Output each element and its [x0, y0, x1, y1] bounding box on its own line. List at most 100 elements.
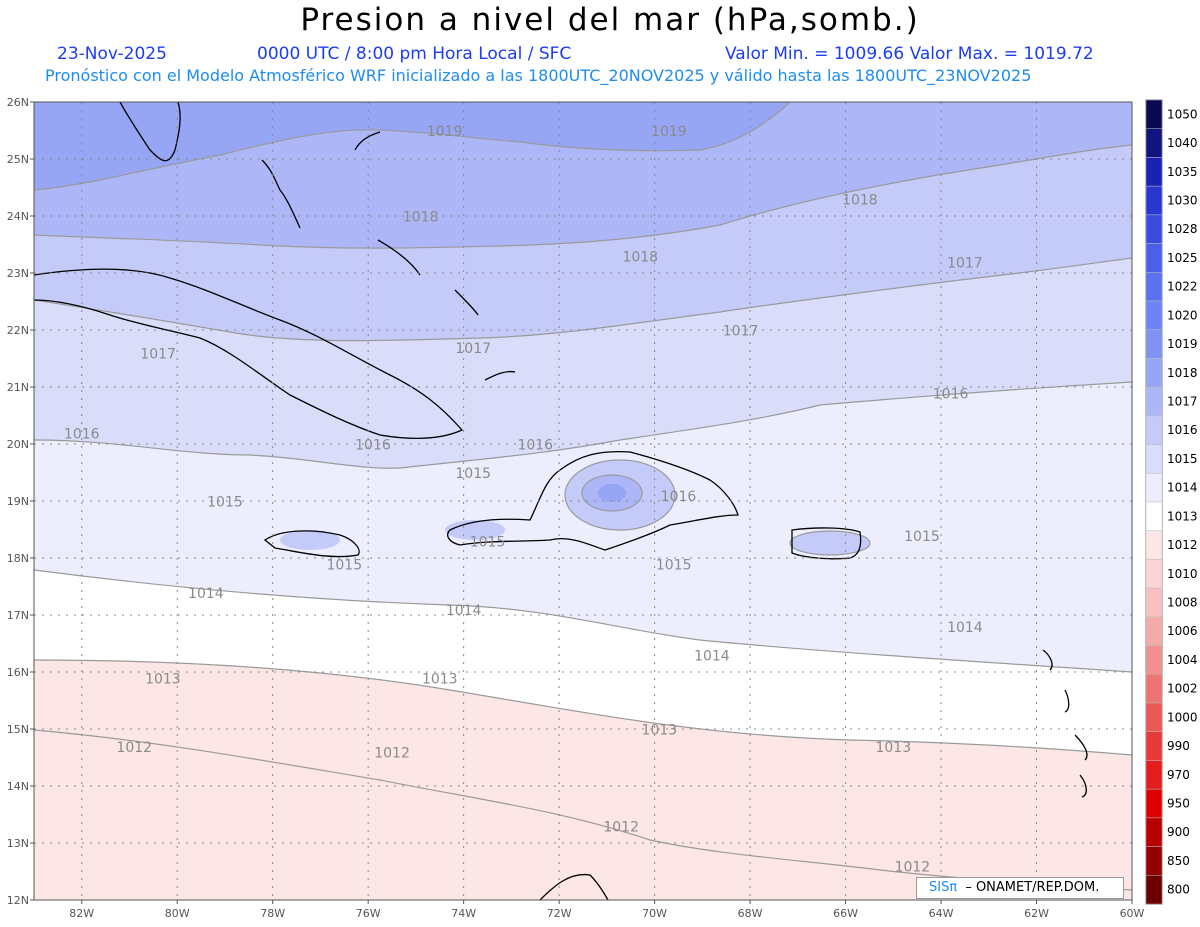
contour-label-1013: 1013 [875, 740, 911, 756]
contour-label-1016: 1016 [517, 438, 553, 454]
isobar-1018 [34, 102, 791, 191]
coast-lesser-antilles-2 [1064, 689, 1070, 713]
lon-label-80W: 80W [165, 907, 190, 920]
colorbar-label-990: 990 [1167, 739, 1190, 753]
map-title: Presion a nivel del mar (hPa,somb.) [300, 2, 920, 38]
colorbar-swatch-1018 [1145, 358, 1163, 388]
colorbar-label-1017: 1017 [1167, 395, 1198, 409]
lat-label-22N: 22N [7, 324, 29, 337]
colorbar-label-950: 950 [1167, 797, 1190, 811]
colorbar-label-1019: 1019 [1167, 337, 1198, 351]
colorbar-swatch-990 [1145, 731, 1163, 761]
contour-label-1012: 1012 [374, 746, 410, 762]
colorbar-label-800: 800 [1167, 883, 1190, 897]
model-info: Pronóstico con el Modelo Atmosférico WRF… [45, 66, 1032, 85]
lat-label-14N: 14N [7, 780, 29, 793]
coast-turks [484, 370, 516, 381]
isobar-lines [34, 102, 1132, 891]
band-1016-hai [445, 520, 505, 540]
lon-label-64W: 64W [929, 907, 954, 920]
lon-label-82W: 82W [69, 907, 94, 920]
lat-label-26N: 26N [7, 96, 29, 109]
coast-bahamas-3 [377, 239, 421, 276]
colorbar-swatch-1002 [1145, 674, 1163, 704]
colorbar-swatch-1035 [1145, 157, 1163, 187]
lon-label-74W: 74W [451, 907, 476, 920]
sis-logo: SISπ [929, 880, 958, 895]
latitude-axis: 26N 25N 24N 23N 22N 21N 20N 19N 18N 17N 16N 15N 14N 1… [7, 96, 34, 907]
band-1016-pr [790, 531, 870, 555]
colorbar-swatch-1022 [1145, 272, 1163, 302]
contour-label-1018: 1018 [842, 193, 878, 209]
lat-label-24N: 24N [7, 210, 29, 223]
colorbar-swatch-1030 [1145, 185, 1163, 216]
lon-label-60W: 60W [1120, 907, 1145, 920]
band-1017 [34, 102, 1132, 249]
colorbar-label-1006: 1006 [1167, 624, 1198, 638]
colorbar-swatch-950 [1145, 788, 1163, 819]
colorbar-label-1022: 1022 [1167, 280, 1198, 294]
colorbar-swatch-1050 [1145, 99, 1163, 129]
colorbar-swatch-900 [1145, 817, 1163, 847]
colorbar-label-1014: 1014 [1167, 481, 1198, 495]
colorbar-label-1020: 1020 [1167, 308, 1198, 322]
forecast-date: 23-Nov-2025 [57, 44, 167, 64]
colorbar-label-1015: 1015 [1167, 452, 1198, 466]
colorbar-swatch-1025 [1145, 243, 1163, 273]
isobar-1016 [34, 257, 1132, 342]
contour-label-1015: 1015 [470, 535, 506, 551]
contour-label-1018: 1018 [403, 210, 439, 226]
colorbar-label-1025: 1025 [1167, 251, 1198, 265]
colorbar-swatch-1012 [1145, 530, 1163, 560]
colorbar-swatch-1016 [1145, 415, 1163, 445]
colorbar-label-1012: 1012 [1167, 538, 1198, 552]
isobar-1014 [34, 569, 1132, 673]
lon-label-70W: 70W [642, 907, 667, 920]
contour-label-1016: 1016 [64, 426, 100, 442]
contour-label-1015: 1015 [656, 557, 692, 573]
contour-label-1017: 1017 [723, 324, 759, 340]
pressure-colorbar: 1050 1040 1035 1030 1028 1025 1022 1020 1019 1018… [1145, 99, 1198, 905]
colorbar-swatch-1000 [1145, 702, 1163, 732]
colorbar-swatch-1017 [1145, 386, 1163, 417]
contour-label-1017: 1017 [140, 347, 176, 363]
colorbar-swatch-1008 [1145, 587, 1163, 618]
colorbar-label-1018: 1018 [1167, 366, 1198, 380]
lat-label-20N: 20N [7, 438, 29, 451]
colorbar-label-1035: 1035 [1167, 165, 1198, 179]
band-1018 [34, 102, 790, 190]
contour-label-group: 1019 1019 1018 1018 1018 1017 1017 1017 1017 1016… [64, 124, 983, 875]
contour-label-1013: 1013 [642, 723, 678, 739]
contour-label-1015: 1015 [207, 495, 243, 511]
colorbar-label-970: 970 [1167, 768, 1190, 782]
contour-label-1018: 1018 [622, 250, 658, 266]
colorbar-label-1004: 1004 [1167, 653, 1198, 667]
colorbar-swatch-850 [1145, 846, 1163, 876]
colorbar-label-850: 850 [1167, 854, 1190, 868]
contour-label-1015: 1015 [326, 557, 362, 573]
colorbar-swatch-800 [1145, 875, 1163, 905]
contour-label-1017: 1017 [947, 255, 983, 271]
colorbar-label-1002: 1002 [1167, 682, 1198, 696]
contour-label-1016: 1016 [933, 386, 969, 402]
colorbar-swatch-1006 [1145, 616, 1163, 646]
colorbar-swatch-1010 [1145, 559, 1163, 589]
gridlines [34, 102, 1132, 900]
min-max-values: Valor Min. = 1009.66 Valor Max. = 1019.7… [725, 44, 1094, 64]
isobar-1013 [34, 659, 1132, 756]
contour-label-1016: 1016 [355, 438, 391, 454]
map-plot-area [34, 102, 1132, 900]
colorbar-label-1010: 1010 [1167, 567, 1198, 581]
contour-label-1014: 1014 [446, 603, 482, 619]
contour-label-1019: 1019 [427, 124, 463, 140]
coast-lesser-antilles-1 [1042, 649, 1053, 671]
lon-label-76W: 76W [356, 907, 381, 920]
colorbar-swatch-1013 [1145, 501, 1163, 531]
contour-label-1017: 1017 [455, 341, 491, 357]
contour-label-1015: 1015 [904, 529, 940, 545]
colorbar-swatch-1019 [1145, 329, 1163, 359]
colorbar-swatch-1004 [1145, 645, 1163, 675]
coast-venezuela [539, 873, 609, 900]
colorbar-swatch-1020 [1145, 300, 1163, 330]
contour-label-1014: 1014 [694, 649, 730, 665]
